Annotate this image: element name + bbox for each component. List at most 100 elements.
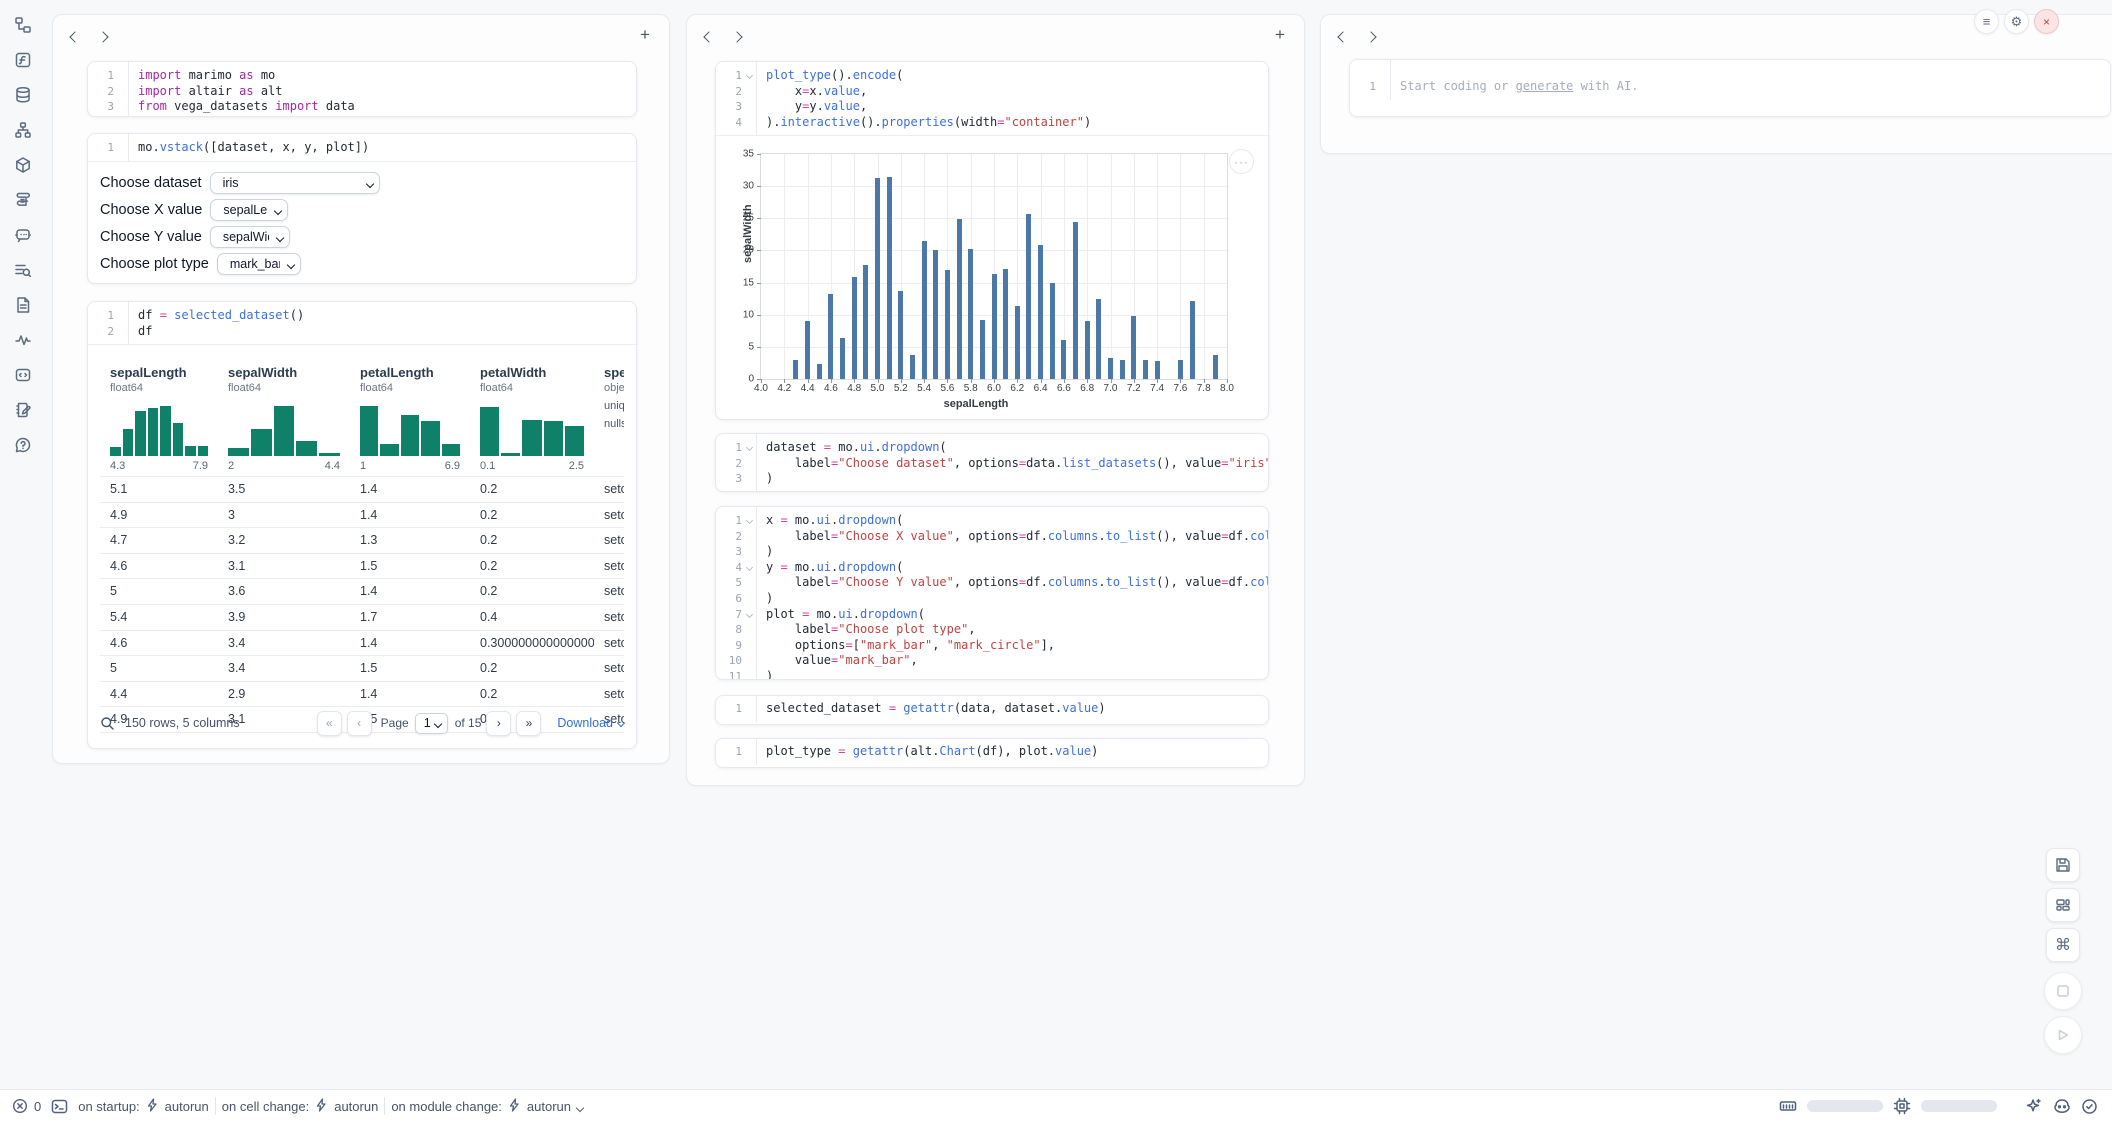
code-line[interactable]: 8 label="Choose plot type", (716, 622, 1268, 638)
page-select[interactable]: 1 (414, 712, 448, 734)
code-line[interactable]: 1 Start coding or generate with AI. (1350, 79, 2110, 95)
fold-chevron-icon[interactable] (114, 84, 128, 100)
next-page-button[interactable]: › (486, 710, 512, 736)
terminal-button[interactable] (51, 1098, 68, 1115)
table-row[interactable]: 4.6 3.4 1.4 0.30000000000000004 setosa (100, 629, 624, 656)
chart-bar[interactable] (886, 177, 892, 379)
column-next-button[interactable] (1359, 25, 1383, 49)
fold-chevron-icon[interactable] (742, 607, 756, 623)
error-count-badge[interactable]: 0 (12, 1098, 41, 1114)
fold-chevron-icon[interactable] (742, 99, 756, 115)
code-line[interactable]: 3 from vega_datasets import data (88, 99, 636, 115)
cell-plot[interactable]: 1 plot_type().encode(2 x=x.value, 3 y=y.va… (715, 61, 1269, 420)
chart-bar[interactable] (1003, 269, 1009, 379)
column-header[interactable]: petalWidth float64 0.1 2.5 (480, 365, 585, 472)
code-line[interactable]: 11) (716, 669, 1268, 679)
code-line[interactable]: 1 dataset = mo.ui.dropdown( (716, 440, 1268, 456)
fold-chevron-icon[interactable] (742, 456, 756, 472)
column-next-button[interactable] (725, 25, 749, 49)
chart-bar[interactable] (1154, 361, 1160, 379)
fold-chevron-icon[interactable] (114, 99, 128, 115)
last-page-button[interactable]: » (516, 710, 542, 736)
fold-chevron-icon[interactable] (742, 638, 756, 654)
documentation-icon[interactable] (10, 292, 36, 318)
packages-icon[interactable] (10, 152, 36, 178)
fold-chevron-icon[interactable] (742, 529, 756, 545)
chart-bar[interactable] (1014, 306, 1020, 379)
shutdown-button[interactable]: × (2034, 9, 2059, 34)
chart-bar[interactable] (1177, 359, 1183, 379)
chart-bar[interactable] (793, 359, 799, 379)
chart-bar[interactable] (1142, 360, 1148, 379)
chart-bar[interactable] (921, 241, 927, 379)
chart-bar[interactable] (1038, 245, 1044, 379)
table-row[interactable]: 5 3.4 1.5 0.2 setosa (100, 655, 624, 681)
cell-selected-dataset[interactable]: 1 selected_dataset = getattr(data, datase… (715, 695, 1269, 725)
ai-assist-button[interactable] (2025, 1097, 2043, 1115)
chart-bar[interactable] (875, 178, 880, 379)
code-line[interactable]: 7 plot = mo.ui.dropdown( (716, 607, 1268, 623)
dropdown-select[interactable]: sepalWidth (209, 226, 290, 249)
fold-chevron-icon[interactable] (742, 115, 756, 131)
table-row[interactable]: 4.6 3.1 1.5 0.2 setosa (100, 552, 624, 579)
dropdown-select[interactable]: sepalLength (210, 199, 289, 222)
command-palette-button[interactable]: ⌘ (2046, 928, 2080, 962)
file-explorer-icon[interactable] (10, 12, 36, 38)
column-header[interactable]: speciesobjectunique:nulls: (594, 357, 624, 476)
copilot-button[interactable] (2053, 1097, 2071, 1115)
chart-bar[interactable] (991, 273, 997, 379)
fold-chevron-icon[interactable] (742, 669, 756, 679)
chart-bar[interactable] (828, 293, 834, 379)
table-row[interactable]: 4.4 2.9 1.4 0.2 setosa (100, 680, 624, 707)
fold-chevron-icon[interactable] (742, 560, 756, 576)
fold-chevron-icon[interactable] (742, 440, 756, 456)
cell-plot-type[interactable]: 1 plot_type = getattr(alt.Chart(df), plot… (715, 738, 1269, 768)
fold-chevron-icon[interactable] (742, 84, 756, 100)
fold-chevron-icon[interactable] (742, 471, 756, 487)
layout-toggle-button[interactable] (2046, 888, 2080, 922)
logs-icon[interactable] (10, 257, 36, 283)
code-line[interactable]: 2 label="Choose dataset", options=data.l… (716, 456, 1268, 472)
chart-bar[interactable] (1131, 316, 1137, 379)
code-line[interactable]: 2 import altair as alt (88, 84, 636, 100)
stop-button[interactable] (2044, 972, 2082, 1010)
chart-bar[interactable] (1026, 213, 1032, 379)
dropdown-select[interactable]: iris (209, 172, 380, 195)
chart-bar[interactable] (979, 319, 985, 379)
chart-bar[interactable] (1073, 221, 1079, 379)
dependency-graph-icon[interactable] (10, 117, 36, 143)
fold-chevron-icon[interactable] (742, 591, 756, 607)
chart-bar[interactable] (1084, 321, 1090, 379)
cell-dataframe[interactable]: 1 df = selected_dataset() 2 df sepalLength f… (87, 301, 637, 749)
chart-bar[interactable] (1096, 298, 1102, 379)
cell-vstack[interactable]: 1 mo.vstack([dataset, x, y, plot]) Choose… (87, 133, 637, 284)
column-prev-button[interactable] (63, 25, 87, 49)
code-line[interactable]: 3 y=y.value, (716, 99, 1268, 115)
outline-icon[interactable] (10, 187, 36, 213)
tracing-icon[interactable] (10, 327, 36, 353)
fold-chevron-icon[interactable] (114, 324, 128, 340)
add-cell-button[interactable]: + (640, 25, 650, 44)
fold-chevron-icon[interactable] (742, 744, 756, 760)
fold-chevron-icon[interactable] (742, 653, 756, 669)
fold-chevron-icon[interactable] (114, 68, 128, 84)
run-button[interactable] (2044, 1016, 2082, 1054)
fold-chevron-icon[interactable] (114, 308, 128, 324)
runtime-mode-toggle[interactable]: on module change: autorun (391, 1097, 585, 1115)
chart-bar[interactable] (909, 355, 915, 379)
code-line[interactable]: 2 x=x.value, (716, 84, 1268, 100)
code-line[interactable]: 2 label="Choose X value", options=df.col… (716, 529, 1268, 545)
fold-chevron-icon[interactable] (114, 140, 128, 156)
cell-imports[interactable]: 1 import marimo as mo 2 import altair as al… (87, 61, 637, 117)
column-prev-button[interactable] (697, 25, 721, 49)
code-line[interactable]: 9 options=["mark_bar", "mark_circle"], (716, 638, 1268, 654)
code-line[interactable]: 2 df (88, 324, 636, 340)
table-row[interactable]: 5 3.6 1.4 0.2 setosa (100, 578, 624, 604)
fold-chevron-icon[interactable] (742, 701, 756, 717)
code-line[interactable]: 6) (716, 591, 1268, 607)
chart-bar[interactable] (840, 337, 846, 379)
table-row[interactable]: 4.9 3 1.4 0.2 setosa (100, 501, 624, 528)
table-row[interactable]: 5.1 3.5 1.4 0.2 setosa (100, 476, 624, 502)
notebook-menu-button[interactable]: ≡ (1974, 9, 1999, 34)
